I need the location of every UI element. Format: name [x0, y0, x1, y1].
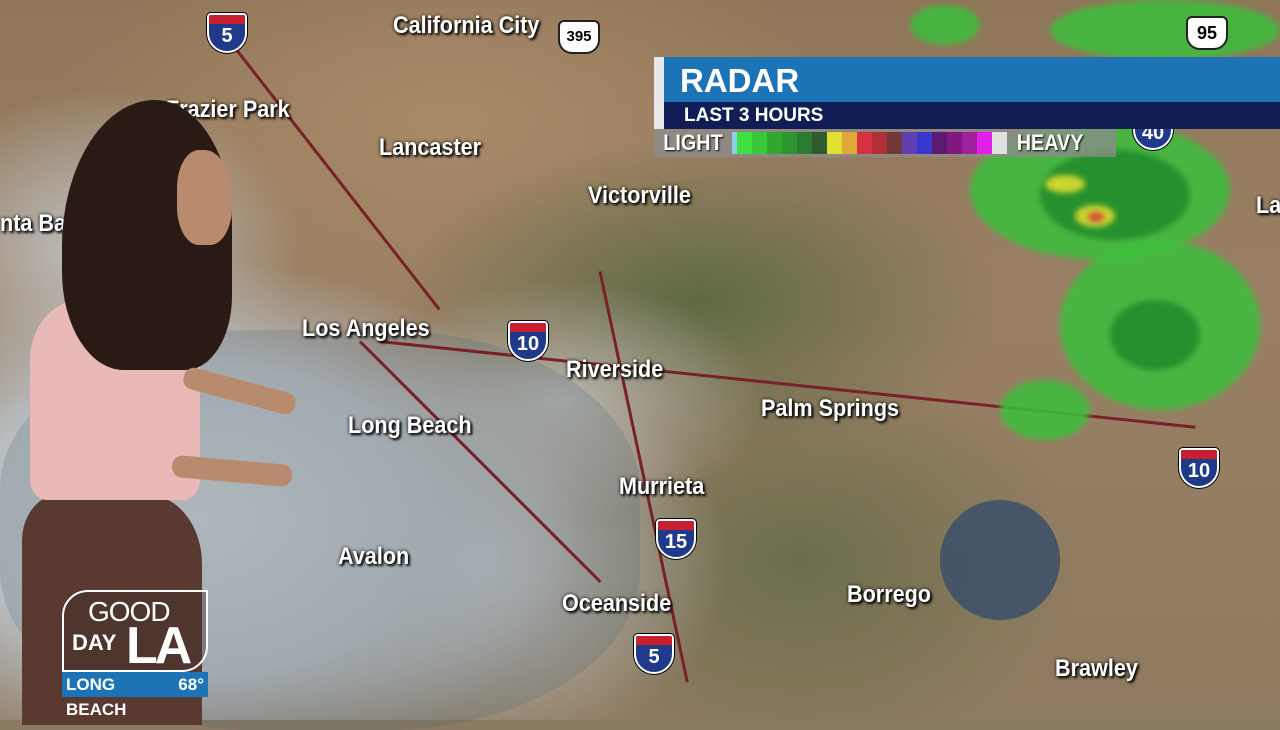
radar-echo: [1045, 175, 1085, 193]
city-label: Avalon: [338, 543, 410, 570]
location-label: LONG BEACH: [66, 675, 127, 719]
legend-swatch: [827, 132, 842, 154]
radar-echo: [1040, 150, 1190, 240]
radar-echo: [1050, 0, 1280, 60]
city-label: Oceanside: [562, 590, 672, 617]
interstate-shield: 15: [656, 519, 696, 559]
legend-swatch: [732, 132, 737, 154]
legend-swatch: [977, 132, 992, 154]
logo-text: LA: [126, 617, 192, 675]
city-label: California City: [393, 12, 540, 39]
radar-title: RADAR: [664, 57, 1280, 102]
city-label: La: [1256, 192, 1280, 219]
legend-swatch: [857, 132, 872, 154]
legend-swatch: [887, 132, 902, 154]
legend-swatch: [917, 132, 932, 154]
radar-subtitle: LAST 3 HOURS: [664, 102, 1280, 129]
legend-swatch: [962, 132, 977, 154]
city-label: Borrego: [847, 581, 932, 608]
radar-echo: [910, 5, 980, 45]
good-day-la-logo: GOOD DAY LA LONG BEACH 68°: [62, 590, 208, 719]
us-highway-shield: 95: [1186, 16, 1228, 50]
city-label: Lancaster: [379, 134, 482, 161]
legend-swatch: [932, 132, 947, 154]
radar-echo: [1000, 380, 1090, 440]
legend-swatch: [737, 132, 752, 154]
city-label: Los Angeles: [302, 315, 430, 342]
temperature-label: 68°: [178, 675, 204, 694]
legend-swatch: [872, 132, 887, 154]
road: [228, 40, 441, 311]
city-label: Brawley: [1055, 655, 1138, 682]
city-label: Long Beach: [348, 412, 472, 439]
legend-swatch: [767, 132, 782, 154]
legend-swatch: [812, 132, 827, 154]
legend-light-label: LIGHT: [663, 130, 723, 155]
city-label: Riverside: [566, 356, 664, 383]
legend-swatch: [947, 132, 962, 154]
city-label: nta Ba: [0, 210, 67, 237]
radar-intensity-legend: LIGHT HEAVY: [654, 129, 1116, 157]
salton-sea: [915, 475, 1085, 645]
legend-swatch: [752, 132, 767, 154]
legend-swatch: [992, 132, 1007, 154]
radar-echo: [1110, 300, 1200, 370]
legend-heavy-label: HEAVY: [1016, 130, 1084, 155]
legend-swatch: [797, 132, 812, 154]
weather-presenter: [22, 100, 298, 725]
legend-color-scale: [732, 132, 1007, 154]
legend-swatch: [782, 132, 797, 154]
city-label: Murrieta: [619, 473, 705, 500]
location-temperature-bar: LONG BEACH 68°: [62, 672, 208, 719]
interstate-shield: 10: [508, 321, 548, 361]
legend-swatch: [842, 132, 857, 154]
interstate-shield: 5: [207, 13, 247, 53]
interstate-shield: 10: [1179, 448, 1219, 488]
us-highway-shield: 395: [558, 20, 600, 54]
logo-text: GOOD: [88, 596, 171, 627]
city-label: Palm Springs: [761, 395, 900, 422]
logo-text: DAY: [72, 630, 117, 655]
interstate-shield: 5: [634, 634, 674, 674]
city-label: Victorville: [588, 182, 691, 209]
legend-swatch: [902, 132, 917, 154]
radar-echo: [1088, 212, 1104, 222]
